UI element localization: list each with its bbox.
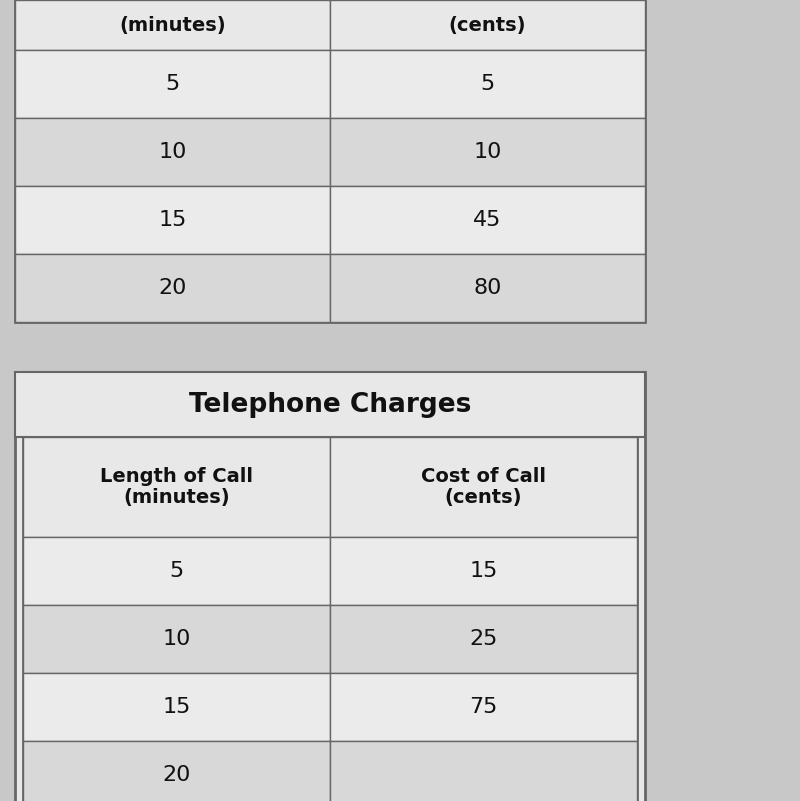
- Bar: [330, 118, 645, 186]
- Bar: [330, 605, 637, 673]
- Text: (minutes): (minutes): [119, 15, 226, 34]
- Bar: [15, 372, 645, 801]
- Bar: [330, 254, 645, 322]
- Text: 15: 15: [158, 210, 186, 230]
- Bar: [23, 673, 330, 741]
- Text: 45: 45: [474, 210, 502, 230]
- Bar: [23, 605, 330, 673]
- Bar: [23, 741, 330, 801]
- Bar: [23, 437, 330, 537]
- Bar: [15, 50, 330, 118]
- Text: 10: 10: [474, 142, 502, 162]
- Text: 5: 5: [170, 561, 184, 581]
- Text: 25: 25: [470, 629, 498, 649]
- Bar: [15, 254, 330, 322]
- Bar: [15, 372, 645, 437]
- Text: 10: 10: [162, 629, 190, 649]
- Text: 10: 10: [158, 142, 186, 162]
- Text: 80: 80: [474, 278, 502, 298]
- Text: 15: 15: [162, 697, 190, 717]
- Text: 5: 5: [166, 74, 180, 94]
- Text: Cost of Call
(cents): Cost of Call (cents): [421, 466, 546, 508]
- Bar: [15, 186, 330, 254]
- Text: (cents): (cents): [449, 15, 526, 34]
- Text: Length of Call
(minutes): Length of Call (minutes): [100, 466, 253, 508]
- Text: 20: 20: [162, 765, 190, 785]
- Text: Telephone Charges: Telephone Charges: [189, 392, 471, 417]
- Bar: [15, 0, 330, 50]
- Bar: [23, 537, 330, 605]
- Text: 15: 15: [470, 561, 498, 581]
- Bar: [15, 118, 330, 186]
- Bar: [330, 741, 637, 801]
- Text: 20: 20: [158, 278, 186, 298]
- Bar: [330, 50, 645, 118]
- Bar: [23, 437, 637, 801]
- Bar: [330, 186, 645, 254]
- Text: 5: 5: [480, 74, 494, 94]
- Bar: [330, 437, 637, 537]
- Bar: [330, 537, 637, 605]
- Bar: [330, 0, 645, 50]
- Bar: [15, 0, 645, 322]
- Bar: [330, 673, 637, 741]
- Text: 75: 75: [470, 697, 498, 717]
